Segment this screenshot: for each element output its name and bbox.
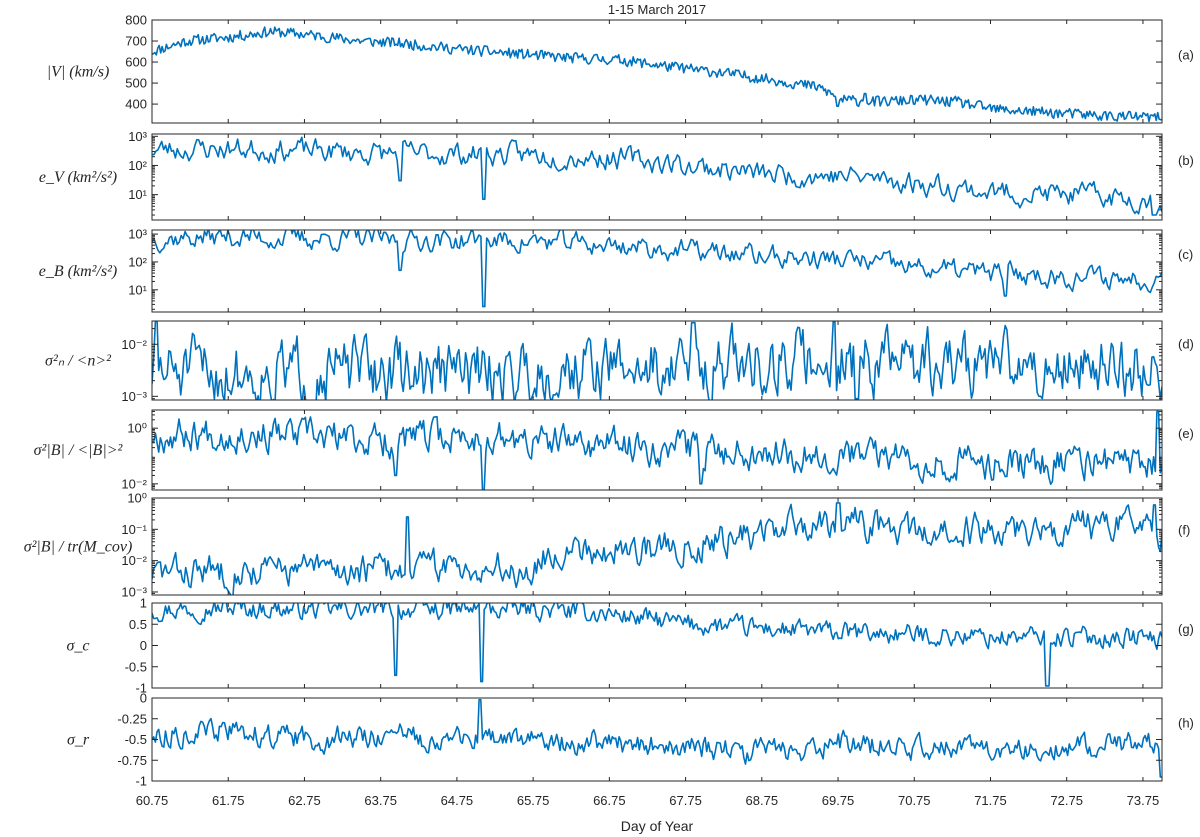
panel-h: -1 -0.75 -0.5 -0.25 0 (h) σ_r [67, 691, 1194, 789]
y-tick-label: 10³ [128, 227, 147, 242]
axes-box-f [151, 497, 1163, 596]
y-tick-label: -1 [135, 774, 147, 789]
panel-tag: (g) [1178, 622, 1194, 637]
panel-group: 400 500 600 700 800 (a) |V| (km/s) 10¹ 10² 10³ (b)… [24, 13, 1194, 789]
x-tick-label: 67.75 [669, 793, 702, 808]
y-axis-label: σ²|B| / tr(M_cov) [24, 539, 133, 556]
y-tick-label: 10⁻² [121, 476, 147, 491]
x-tick-label: 71.75 [974, 793, 1007, 808]
panel-g: -1 -0.5 0 0.5 1 (g) σ_c [67, 596, 1194, 696]
x-tick-labels: 60.75 61.75 62.75 63.75 64.75 65.75 66.75 67.75… [136, 793, 1159, 808]
x-tick-label: 72.75 [1050, 793, 1083, 808]
y-tick-label: 0.5 [129, 617, 147, 632]
series-line-c [152, 230, 1162, 308]
panel-a: 400 500 600 700 800 (a) |V| (km/s) [47, 13, 1194, 124]
x-tick-label: 68.75 [746, 793, 779, 808]
figure-title: 1-15 March 2017 [608, 2, 706, 17]
panel-d: 10⁻³ 10⁻² (d) σ²ₙ / <n>² [45, 320, 1194, 404]
y-axis-label: σ_r [67, 732, 90, 749]
y-tick-label: 10⁻¹ [121, 522, 147, 537]
x-tick-label: 65.75 [517, 793, 550, 808]
x-tick-label: 66.75 [593, 793, 626, 808]
y-tick-label: -0.75 [117, 753, 147, 768]
x-tick-label: 70.75 [898, 793, 931, 808]
y-axis-label: σ²|B| / <|B|>² [34, 442, 124, 459]
y-axis-label: e_V (km²/s²) [39, 169, 117, 186]
y-tick-label: 10² [128, 254, 147, 269]
series-line-a [152, 26, 1162, 123]
panel-e: 10⁻² 10⁰ (e) σ²|B| / <|B|>² [34, 409, 1194, 491]
y-tick-label: 800 [125, 13, 147, 28]
series-line-h [152, 698, 1162, 778]
y-tick-label: 10⁻² [121, 553, 147, 568]
x-tick-label: 60.75 [136, 793, 169, 808]
y-tick-label: 10¹ [128, 187, 147, 202]
axes-box-d [151, 320, 1163, 401]
y-tick-label: 600 [125, 55, 147, 70]
panel-b: 10¹ 10² 10³ (b) e_V (km²/s²) [39, 129, 1194, 221]
y-axis-label: e_B (km²/s²) [39, 263, 117, 280]
y-tick-label: -0.5 [125, 732, 147, 747]
x-tick-label: 62.75 [288, 793, 321, 808]
panel-tag: (b) [1178, 153, 1194, 168]
axes-box-c [151, 229, 1163, 313]
x-axis-label: Day of Year [621, 818, 694, 834]
y-tick-label: -1 [135, 681, 147, 696]
y-tick-label: -0.25 [117, 711, 147, 726]
series-line-f [152, 502, 1162, 595]
x-tick-label: 63.75 [364, 793, 397, 808]
series-line-g [152, 603, 1162, 687]
y-axis-label: |V| (km/s) [47, 64, 110, 81]
panel-f: 10⁻³ 10⁻² 10⁻¹ 10⁰ (f) σ²|B| / tr(M_cov) [24, 491, 1191, 600]
y-tick-label: 500 [125, 76, 147, 91]
y-tick-label: 400 [125, 97, 147, 112]
y-axis-label: σ²ₙ / <n>² [45, 353, 112, 370]
y-axis-label: σ_c [67, 638, 90, 655]
series-line-e [152, 410, 1162, 490]
y-tick-label: 10⁰ [127, 491, 147, 506]
x-tick-label: 69.75 [822, 793, 855, 808]
y-tick-label: 1 [140, 596, 147, 611]
axes-box-a [151, 19, 1163, 124]
y-tick-label: 10⁻³ [121, 584, 147, 599]
panel-tag: (d) [1178, 337, 1194, 352]
panel-tag: (h) [1178, 716, 1194, 731]
y-tick-label: 10⁻³ [121, 389, 147, 404]
x-tick-label: 64.75 [441, 793, 474, 808]
panel-c: 10¹ 10² 10³ (c) e_B (km²/s²) [39, 227, 1193, 313]
y-tick-label: 0 [140, 691, 147, 706]
panel-tag: (a) [1178, 48, 1194, 63]
series-line-b [152, 136, 1162, 216]
panel-tag: (f) [1178, 523, 1190, 538]
y-tick-label: 10³ [128, 129, 147, 144]
series-line-d [152, 321, 1162, 400]
panel-tag: (c) [1178, 247, 1193, 262]
y-tick-label: -0.5 [125, 659, 147, 674]
x-tick-label: 61.75 [212, 793, 245, 808]
x-tick-label: 73.75 [1127, 793, 1160, 808]
panel-tag: (e) [1178, 426, 1194, 441]
y-tick-label: 10² [128, 158, 147, 173]
y-tick-label: 10⁰ [127, 421, 147, 436]
y-tick-label: 700 [125, 34, 147, 49]
y-tick-label: 10⁻² [121, 337, 147, 352]
y-tick-label: 0 [140, 638, 147, 653]
axes-box-e [151, 409, 1163, 491]
y-tick-label: 10¹ [128, 282, 147, 297]
